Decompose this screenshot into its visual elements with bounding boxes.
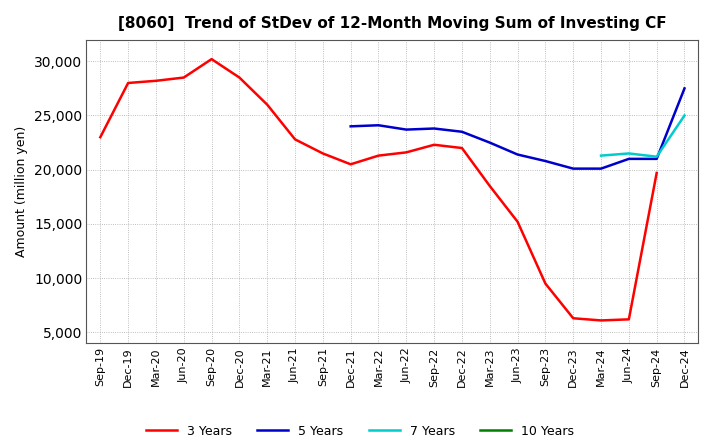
Line: 7 Years: 7 Years [601, 115, 685, 157]
5 Years [374, 123, 383, 128]
3 Years [374, 153, 383, 158]
7 Years [624, 151, 633, 156]
5 Years [597, 166, 606, 171]
3 Years [541, 281, 550, 286]
3 Years [569, 315, 577, 321]
5 Years [430, 126, 438, 131]
3 Years [346, 161, 355, 167]
3 Years [291, 137, 300, 142]
5 Years [346, 124, 355, 129]
7 Years [597, 153, 606, 158]
7 Years [652, 154, 661, 159]
3 Years [207, 56, 216, 62]
Line: 3 Years: 3 Years [100, 59, 657, 320]
Y-axis label: Amount (million yen): Amount (million yen) [15, 126, 28, 257]
5 Years [680, 86, 689, 91]
5 Years [485, 140, 494, 145]
Legend: 3 Years, 5 Years, 7 Years, 10 Years: 3 Years, 5 Years, 7 Years, 10 Years [141, 420, 579, 440]
5 Years [402, 127, 410, 132]
7 Years [680, 113, 689, 118]
3 Years [513, 219, 522, 224]
3 Years [652, 170, 661, 176]
3 Years [235, 75, 243, 80]
Title: [8060]  Trend of StDev of 12-Month Moving Sum of Investing CF: [8060] Trend of StDev of 12-Month Moving… [118, 16, 667, 32]
3 Years [318, 151, 327, 156]
5 Years [458, 129, 467, 134]
3 Years [597, 318, 606, 323]
3 Years [152, 78, 161, 84]
3 Years [96, 135, 104, 140]
3 Years [430, 142, 438, 147]
3 Years [402, 150, 410, 155]
Line: 5 Years: 5 Years [351, 88, 685, 169]
3 Years [263, 102, 271, 107]
3 Years [624, 317, 633, 322]
5 Years [569, 166, 577, 171]
5 Years [513, 152, 522, 157]
5 Years [541, 158, 550, 164]
3 Years [485, 183, 494, 189]
5 Years [652, 156, 661, 161]
3 Years [124, 81, 132, 86]
3 Years [179, 75, 188, 80]
3 Years [458, 145, 467, 150]
5 Years [624, 156, 633, 161]
